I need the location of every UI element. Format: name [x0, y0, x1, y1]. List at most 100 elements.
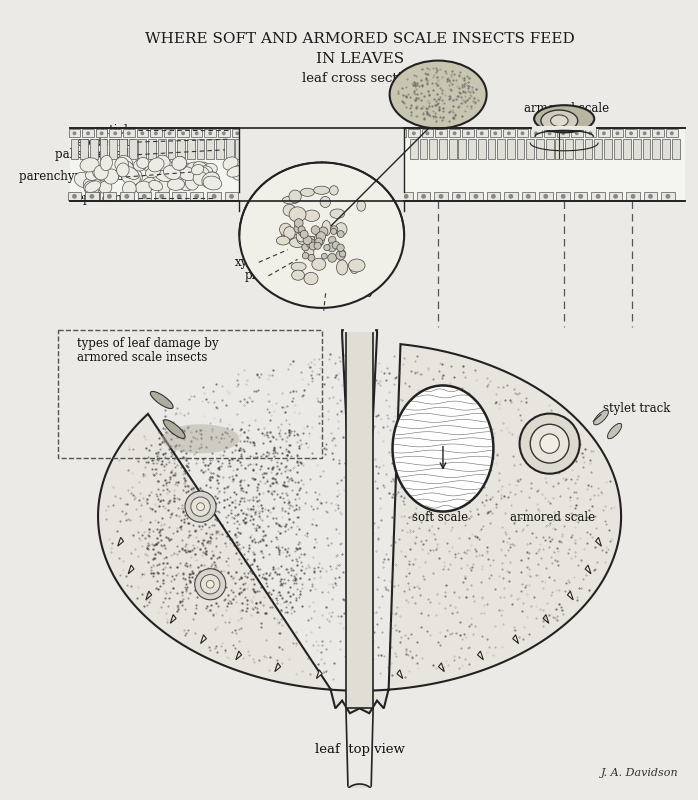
Circle shape: [299, 228, 306, 236]
Bar: [148, 139, 156, 158]
Ellipse shape: [297, 234, 309, 245]
Polygon shape: [438, 663, 445, 671]
Bar: [556, 139, 563, 158]
Bar: [468, 139, 476, 158]
Bar: [82, 130, 94, 138]
Circle shape: [521, 131, 524, 135]
Ellipse shape: [305, 237, 322, 248]
Bar: [478, 139, 486, 158]
Ellipse shape: [389, 61, 487, 129]
Circle shape: [480, 131, 484, 135]
Text: soft scale: soft scale: [412, 511, 468, 524]
Ellipse shape: [348, 259, 365, 272]
Text: armored scale insects: armored scale insects: [77, 351, 208, 364]
Ellipse shape: [329, 186, 339, 195]
Ellipse shape: [336, 260, 348, 275]
Ellipse shape: [313, 186, 329, 194]
Ellipse shape: [292, 270, 304, 280]
Ellipse shape: [135, 181, 152, 195]
Bar: [671, 139, 680, 158]
Circle shape: [316, 232, 325, 241]
Ellipse shape: [156, 158, 172, 173]
Bar: [644, 193, 658, 200]
Ellipse shape: [200, 163, 217, 177]
Circle shape: [421, 194, 426, 198]
Ellipse shape: [162, 424, 239, 454]
Bar: [419, 139, 427, 158]
Bar: [410, 139, 417, 158]
Text: IN LEAVES: IN LEAVES: [315, 52, 403, 66]
Bar: [239, 129, 404, 202]
Ellipse shape: [193, 171, 207, 186]
Bar: [584, 130, 596, 138]
Bar: [436, 130, 447, 138]
Ellipse shape: [530, 424, 569, 463]
Bar: [197, 139, 205, 158]
Bar: [565, 139, 573, 158]
Bar: [575, 139, 583, 158]
Bar: [476, 130, 488, 138]
Ellipse shape: [346, 784, 373, 800]
Circle shape: [466, 131, 470, 135]
Ellipse shape: [155, 155, 170, 170]
Ellipse shape: [197, 502, 205, 510]
Bar: [449, 139, 456, 158]
Circle shape: [89, 194, 94, 198]
Circle shape: [319, 227, 328, 236]
Circle shape: [575, 131, 579, 135]
Ellipse shape: [121, 170, 140, 185]
Polygon shape: [146, 591, 151, 600]
Ellipse shape: [195, 162, 211, 178]
Circle shape: [222, 131, 225, 135]
Text: stylet track: stylet track: [603, 402, 670, 414]
Bar: [207, 193, 221, 200]
Bar: [626, 193, 640, 200]
Bar: [439, 139, 447, 158]
Bar: [150, 130, 162, 138]
Circle shape: [314, 242, 321, 250]
Bar: [504, 193, 518, 200]
Text: J. A. Davidson: J. A. Davidson: [601, 768, 678, 778]
Ellipse shape: [117, 155, 133, 170]
Ellipse shape: [303, 236, 316, 246]
Circle shape: [159, 194, 164, 198]
Ellipse shape: [172, 156, 186, 170]
Ellipse shape: [291, 262, 306, 271]
Bar: [614, 139, 621, 158]
Bar: [594, 139, 602, 158]
Text: armored scale: armored scale: [510, 511, 595, 524]
Bar: [459, 139, 466, 158]
Circle shape: [648, 194, 653, 198]
Bar: [546, 139, 554, 158]
Bar: [544, 130, 556, 138]
Bar: [488, 139, 496, 158]
Ellipse shape: [203, 176, 222, 190]
Ellipse shape: [192, 171, 205, 182]
Circle shape: [643, 131, 646, 135]
Ellipse shape: [84, 178, 102, 192]
Circle shape: [127, 131, 131, 135]
Circle shape: [100, 131, 103, 135]
Circle shape: [399, 131, 402, 135]
Text: parenchyma cells: parenchyma cells: [20, 170, 124, 183]
Circle shape: [86, 131, 90, 135]
Bar: [103, 193, 116, 200]
Circle shape: [181, 131, 185, 135]
Circle shape: [229, 194, 234, 198]
Ellipse shape: [191, 497, 210, 516]
Ellipse shape: [133, 159, 147, 171]
Polygon shape: [200, 634, 207, 643]
Ellipse shape: [519, 414, 580, 474]
Ellipse shape: [196, 170, 211, 184]
Circle shape: [336, 250, 346, 260]
Bar: [517, 130, 528, 138]
Ellipse shape: [392, 386, 493, 511]
Ellipse shape: [177, 178, 193, 190]
Circle shape: [327, 243, 336, 252]
Bar: [155, 193, 168, 200]
Circle shape: [329, 236, 336, 244]
Bar: [177, 130, 189, 138]
Circle shape: [403, 194, 408, 198]
Bar: [536, 139, 544, 158]
Bar: [662, 139, 670, 158]
